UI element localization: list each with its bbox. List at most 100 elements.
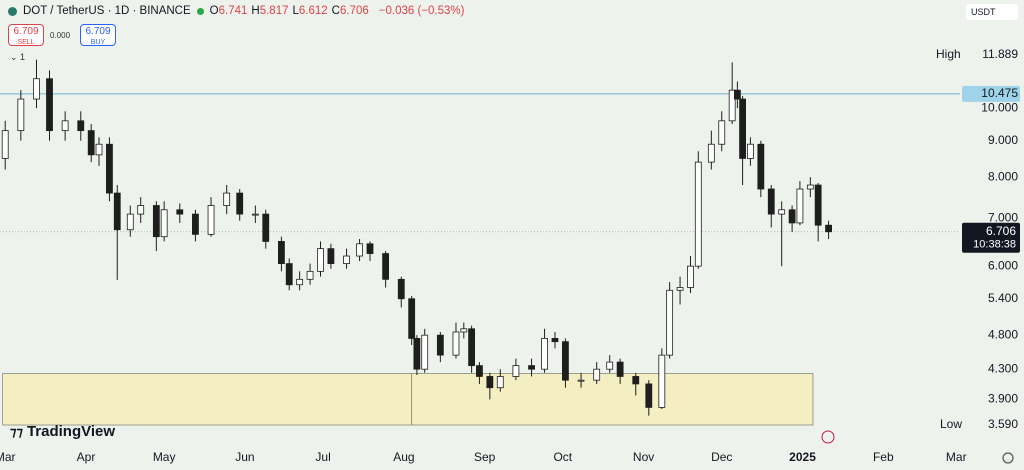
candle-body: [421, 334, 429, 370]
candle-body: [306, 270, 314, 280]
y-tick-label: 3.900: [988, 392, 1018, 406]
candle-body: [658, 354, 666, 408]
x-tick-label: May: [153, 450, 176, 464]
candle-body: [496, 376, 504, 389]
ohlc-key: C: [331, 5, 340, 17]
candle-body: [317, 248, 324, 272]
x-tick-label: Nov: [633, 450, 654, 464]
candle-body: [408, 298, 416, 339]
currency-select[interactable]: USDT: [966, 4, 1018, 20]
candle-body: [757, 143, 765, 190]
candle-body: [728, 89, 736, 122]
symbol-icon: [8, 6, 17, 16]
change: −0.036 (−0.53%): [378, 5, 465, 17]
level-label-box: [962, 85, 1020, 102]
support-zone: [2, 373, 413, 426]
candle-body: [825, 224, 832, 233]
candle-body: [192, 213, 199, 235]
high-value: 11.889: [982, 47, 1018, 61]
y-tick-label: 6.000: [988, 258, 1018, 272]
sell-label: SELL: [17, 39, 35, 46]
candle-body: [778, 209, 786, 215]
candle-body: [593, 368, 601, 381]
low-label: Low: [940, 417, 962, 431]
candle-body: [356, 243, 363, 257]
candle-body: [262, 213, 270, 242]
candle-body: [694, 161, 702, 267]
x-tick-label: Jul: [315, 450, 330, 464]
candle-body: [707, 143, 715, 163]
symbol[interactable]: DOT / TetherUS · 1D · BINANCE: [23, 5, 191, 17]
candle-body: [236, 192, 244, 215]
candle-body: [251, 213, 259, 216]
y-tick-label: 7.000: [988, 211, 1018, 225]
candle-body: [562, 341, 569, 381]
y-tick-label: 9.000: [988, 133, 1018, 147]
ohlc-value: 5.817: [259, 5, 289, 17]
candle-body: [126, 213, 134, 231]
ohlc-key: O: [209, 5, 219, 17]
buy-price: 6.709: [85, 26, 111, 37]
candle-body: [176, 209, 184, 215]
ohlc-value: 6.706: [339, 5, 369, 17]
candle-body: [87, 130, 95, 156]
candle-body: [577, 379, 585, 382]
candle-body: [551, 338, 559, 343]
x-tick-label: Feb: [873, 450, 894, 464]
candle-body: [1, 130, 9, 159]
candle-body: [528, 365, 535, 370]
candle-body: [152, 205, 160, 238]
ohlc-key: L: [292, 5, 299, 17]
candle-body: [436, 334, 444, 356]
indicator-count: 1: [20, 52, 26, 62]
candle-body: [666, 289, 674, 356]
ohlc-value: 6.741: [218, 5, 248, 17]
candle-body: [207, 205, 215, 235]
ohlc-value: 6.612: [298, 5, 328, 17]
settings-icon: [1002, 452, 1014, 464]
support-zone: [411, 373, 814, 426]
x-tick-label: Oct: [553, 450, 572, 464]
y-tick-label: 4.800: [988, 327, 1018, 341]
candle-body: [645, 383, 653, 408]
candle-body: [113, 192, 121, 231]
candle-body: [814, 184, 822, 226]
x-tick-label: Jun: [235, 450, 254, 464]
candle-body: [718, 120, 726, 145]
candle-body: [452, 331, 460, 356]
candle-body: [17, 98, 25, 132]
candle-body: [676, 287, 684, 291]
candle-body: [486, 376, 494, 389]
header: DOT / TetherUS · 1D · BINANCE O6.741 H5.8…: [8, 5, 464, 17]
candle-body: [468, 328, 476, 367]
candle-body: [606, 361, 614, 370]
candle-body: [733, 89, 741, 100]
last-price-label: 6.706: [986, 224, 1016, 238]
sell-button[interactable]: 6.709 SELL: [8, 24, 44, 46]
x-tick-label: Dec: [711, 450, 732, 464]
sell-price: 6.709: [13, 26, 39, 37]
last-price-box: [962, 222, 1020, 253]
x-tick-label: Mar: [0, 450, 16, 464]
indicator-toggle[interactable]: ⌄ 1: [10, 52, 26, 62]
ohlc-key: H: [251, 5, 260, 17]
candle-body: [106, 143, 113, 194]
y-tick-label: 10.000: [981, 100, 1018, 114]
candle-body: [397, 278, 405, 300]
candle-body: [382, 253, 390, 280]
candle-body: [632, 376, 640, 385]
candle-body: [46, 78, 53, 132]
candle-body: [223, 192, 231, 206]
candle-body: [541, 338, 548, 370]
candle-body: [747, 143, 754, 159]
candle-body: [327, 248, 335, 264]
candle-body: [788, 209, 796, 224]
candle-body: [739, 98, 746, 159]
candle-body: [687, 265, 694, 288]
candle-body: [767, 188, 775, 215]
candle-body: [61, 120, 69, 132]
logo-icon: ⁊⁊: [10, 423, 23, 439]
buy-button[interactable]: 6.709 BUY: [80, 24, 116, 46]
candle-body: [796, 188, 804, 224]
